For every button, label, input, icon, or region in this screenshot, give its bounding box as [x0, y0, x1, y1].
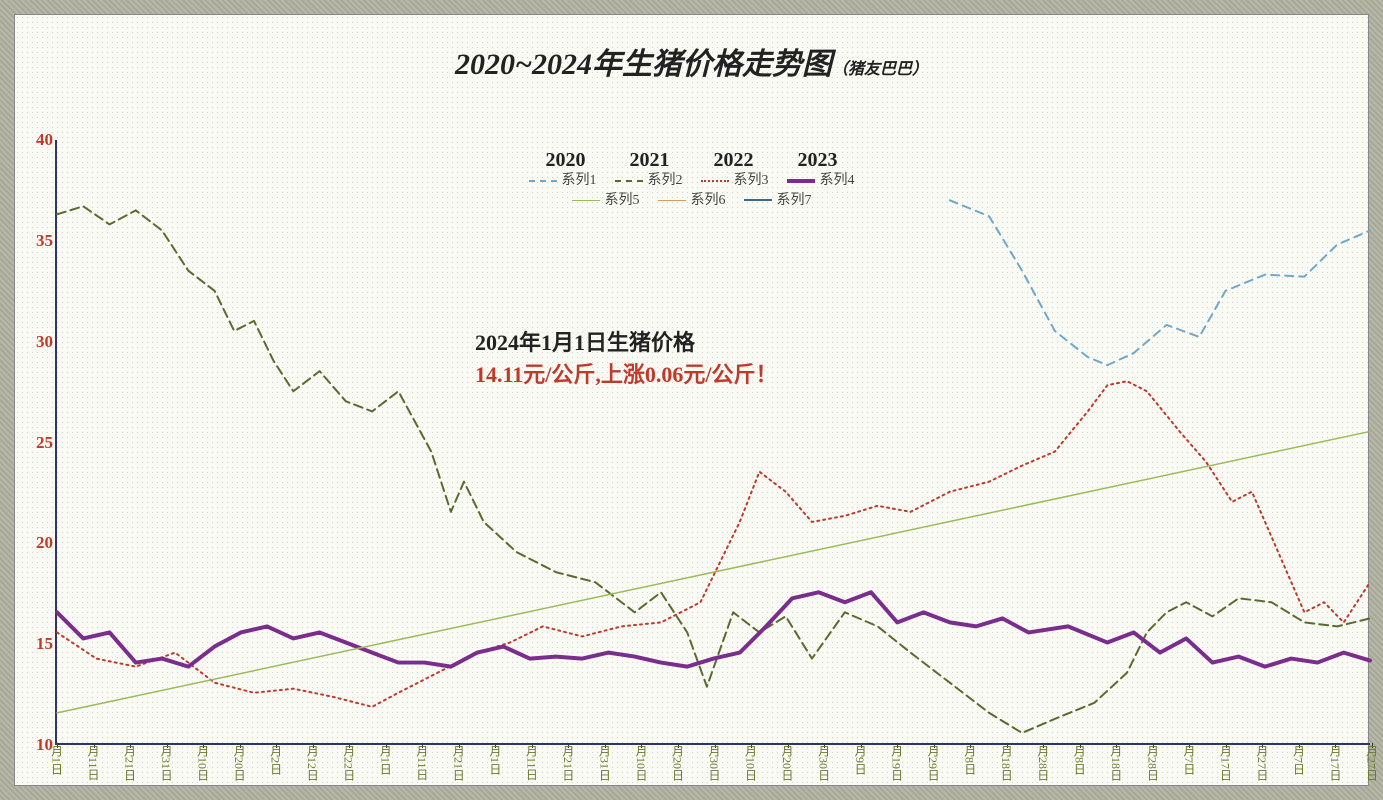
- plot-area: 10152025303540月1日月11日月21日月31日月10日月20日月2日…: [55, 140, 1370, 745]
- x-tick-label: 月12日: [304, 745, 321, 793]
- series-s2_olive_dashed: [57, 206, 1370, 733]
- line-series-svg: [57, 140, 1370, 743]
- x-tick-label: 月18日: [1108, 745, 1125, 793]
- chart-title: 2020~2024年生猪价格走势图（猪友巴巴）: [15, 39, 1368, 83]
- x-tick-label: 月7日: [1181, 745, 1198, 793]
- x-tick-label: 月31日: [158, 745, 175, 793]
- title-main: 2020~2024年生猪价格走势图: [455, 48, 832, 81]
- x-tick-label: 月7日: [1290, 745, 1307, 793]
- x-tick-label: 月8日: [962, 745, 979, 793]
- x-tick-label: 月28日: [1144, 745, 1161, 793]
- x-tick-label: 月20日: [669, 745, 686, 793]
- x-tick-label: 月10日: [195, 745, 212, 793]
- x-tick-label: 月10日: [633, 745, 650, 793]
- y-tick-label: 15: [25, 634, 53, 654]
- x-tick-label: 月21日: [122, 745, 139, 793]
- x-tick-label: 月1日: [487, 745, 504, 793]
- x-tick-label: 月2日: [268, 745, 285, 793]
- y-tick-label: 30: [25, 332, 53, 352]
- x-tick-label: 月20日: [779, 745, 796, 793]
- x-tick-label: 月22日: [341, 745, 358, 793]
- series-s1_blue_dashed: [950, 200, 1370, 365]
- title-sub: （猪友巴巴）: [832, 61, 928, 78]
- series-s5_trend_light: [57, 431, 1370, 712]
- x-tick-label: 月18日: [998, 745, 1015, 793]
- x-tick-label: 月21日: [450, 745, 467, 793]
- x-tick-label: 月30日: [816, 745, 833, 793]
- x-tick-label: 月11日: [85, 745, 102, 793]
- x-tick-label: 月11日: [414, 745, 431, 793]
- x-tick-label: 月8日: [1071, 745, 1088, 793]
- x-tick-label: 月19日: [889, 745, 906, 793]
- chart-container: 2020~2024年生猪价格走势图（猪友巴巴） 2020202120222023…: [14, 14, 1369, 786]
- x-tick-label: 月1日: [377, 745, 394, 793]
- y-tick-label: 35: [25, 231, 53, 251]
- x-tick-label: 月28日: [1035, 745, 1052, 793]
- x-tick-label: 月17日: [1217, 745, 1234, 793]
- x-tick-label: 月27日: [1364, 745, 1381, 793]
- x-tick-label: 月1日: [49, 745, 66, 793]
- y-tick-label: 20: [25, 533, 53, 553]
- y-tick-label: 40: [25, 130, 53, 150]
- x-tick-label: 月20日: [231, 745, 248, 793]
- x-tick-label: 月9日: [852, 745, 869, 793]
- x-tick-label: 月27日: [1254, 745, 1271, 793]
- x-tick-label: 月21日: [560, 745, 577, 793]
- x-tick-label: 月29日: [925, 745, 942, 793]
- x-tick-label: 月17日: [1327, 745, 1344, 793]
- x-tick-label: 月30日: [706, 745, 723, 793]
- x-tick-label: 月10日: [743, 745, 760, 793]
- x-tick-label: 月31日: [596, 745, 613, 793]
- y-tick-label: 25: [25, 433, 53, 453]
- series-s4_purple_solid: [57, 592, 1370, 666]
- x-tick-label: 月11日: [523, 745, 540, 793]
